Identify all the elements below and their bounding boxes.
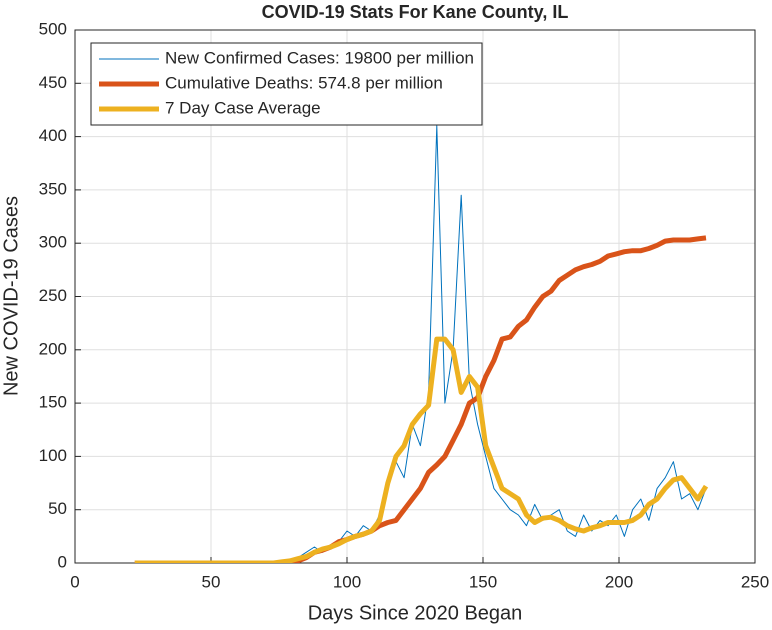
x-tick-label: 100 [333,572,361,591]
y-tick-label: 250 [39,286,67,305]
y-axis-label: New COVID-19 Cases [0,196,22,396]
y-tick-label: 200 [39,339,67,358]
x-tick-label: 50 [202,572,221,591]
legend: New Confirmed Cases: 19800 per million Cu… [90,42,483,126]
legend-label: New Confirmed Cases: 19800 per million [165,48,474,67]
y-tick-label: 450 [39,73,67,92]
x-tick-label: 150 [469,572,497,591]
data-line [134,336,709,563]
legend-label: 7 Day Case Average [165,98,321,117]
legend-label: Cumulative Deaths: 574.8 per million [165,73,443,92]
y-tick-label: 150 [39,393,67,412]
y-tick-label: 350 [39,179,67,198]
x-tick-label: 0 [70,572,79,591]
y-tick-label: 300 [39,233,67,252]
plot-frame [74,29,756,564]
x-tick-label: 200 [605,572,633,591]
y-tick-label: 50 [48,499,67,518]
y-tick-label: 0 [58,552,67,571]
y-tick-label: 100 [39,446,67,465]
x-axis-label: Days Since 2020 Began [308,602,523,624]
data-line [134,235,707,563]
data-line [134,125,707,563]
y-tick-label: 500 [39,19,67,38]
x-tick-label: 250 [741,572,769,591]
y-tick-label: 400 [39,126,67,145]
chart-title: COVID-19 Stats For Kane County, IL [262,2,569,22]
